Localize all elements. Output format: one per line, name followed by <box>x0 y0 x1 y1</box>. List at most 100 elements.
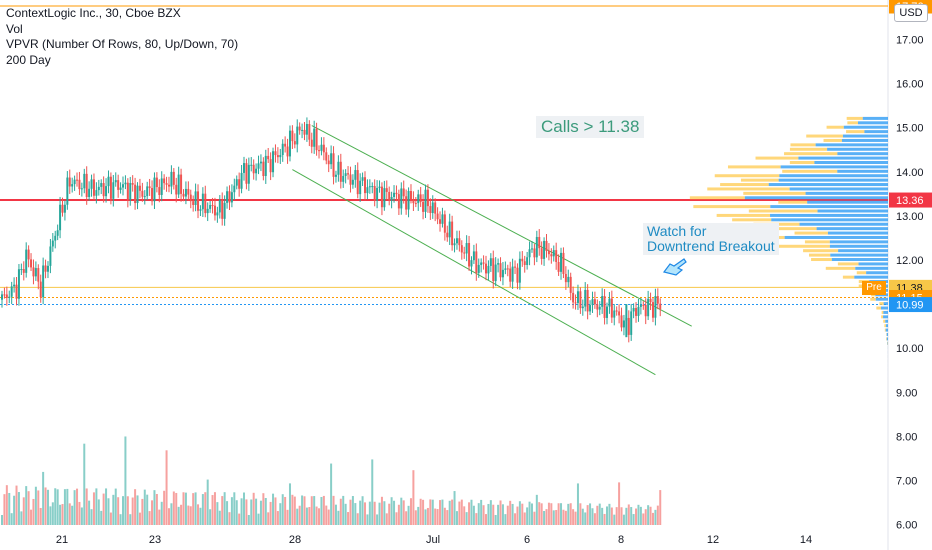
vpvr-bar-down <box>790 143 816 147</box>
candle-body <box>296 126 299 145</box>
volume-bar <box>434 508 437 525</box>
volume-bar <box>347 512 350 525</box>
candle-body <box>613 310 616 318</box>
volume-bar <box>8 492 11 525</box>
vpvr-bar-up <box>831 258 888 262</box>
volume-bar <box>182 492 185 525</box>
candle-body <box>54 235 57 241</box>
candle-body <box>66 177 69 205</box>
candle-body <box>468 243 471 267</box>
candle-body <box>318 150 321 152</box>
candle-body <box>555 250 558 263</box>
volume-bar <box>475 513 478 525</box>
volume-bar <box>298 505 301 525</box>
price-tag-label: 13.36 <box>896 195 924 207</box>
candle-body <box>458 238 461 246</box>
vpvr-bar-down <box>884 328 886 332</box>
volume-bar <box>165 450 168 525</box>
volume-bar <box>20 511 23 525</box>
candle-body <box>424 189 427 212</box>
y-tick-label: 14.00 <box>896 167 924 179</box>
candle-body <box>359 180 362 195</box>
volume-bar <box>32 498 35 525</box>
candle-body <box>501 269 504 278</box>
currency-label[interactable]: USD <box>894 4 928 22</box>
volume-bar <box>405 511 408 525</box>
candle-body <box>310 139 313 147</box>
candle-body <box>659 303 662 309</box>
candle-body <box>339 161 342 182</box>
vpvr-bar-down <box>804 240 830 244</box>
volume-bar <box>538 502 541 525</box>
vpvr-bar-down <box>806 134 843 138</box>
volume-bar <box>567 503 570 525</box>
volume-bar <box>564 510 567 525</box>
volume-bar <box>453 491 456 525</box>
candle-body <box>615 310 618 312</box>
calls-annotation[interactable]: Calls > 11.38 <box>536 116 645 138</box>
volume-bar <box>102 493 105 525</box>
candle-body <box>160 178 163 195</box>
volume-bar <box>286 509 289 525</box>
volume-indicator-label[interactable]: Vol <box>6 21 23 36</box>
candle-body <box>284 143 287 147</box>
volume-bar <box>288 483 291 525</box>
volume-bar <box>54 488 57 525</box>
candle-body <box>579 291 582 309</box>
vpvr-bar-up <box>858 262 888 266</box>
volume-bar <box>424 509 427 525</box>
symbol-title[interactable]: ContextLogic Inc., 30, Cboe BZX <box>6 6 181 20</box>
vpvr-bar-down <box>823 138 842 142</box>
candle-body <box>30 259 33 268</box>
watch-annotation[interactable]: Watch for Downtrend Breakout <box>643 223 779 255</box>
candle-body <box>250 164 253 166</box>
candle-body <box>51 240 54 247</box>
candle-body <box>298 126 301 131</box>
candle-body <box>61 204 64 213</box>
candle-body <box>477 264 480 273</box>
candle-body <box>197 191 200 211</box>
vpvr-bar-up <box>814 160 888 164</box>
volume-bar <box>78 501 81 525</box>
vpvr-bar-up <box>883 315 888 319</box>
vpvr-bar-down <box>846 116 863 120</box>
candle-body <box>209 205 212 209</box>
volume-bar <box>262 493 265 525</box>
vpvr-bar-down <box>886 337 887 341</box>
vpvr-bar-up <box>864 130 888 134</box>
vpvr-bar-up <box>779 174 888 178</box>
volume-bar <box>267 512 270 525</box>
volume-bar <box>482 505 485 525</box>
ma-indicator-label[interactable]: 200 Day <box>6 52 51 67</box>
x-tick-label: 14 <box>800 534 812 546</box>
candle-body <box>330 153 333 165</box>
candle-body <box>85 173 88 197</box>
volume-bar <box>390 497 393 525</box>
volume-bar <box>659 490 662 525</box>
vpvr-indicator-label[interactable]: VPVR (Number Of Rows, 80, Up/Down, 70) <box>6 37 239 51</box>
vpvr-bar-down <box>870 297 876 301</box>
vpvr-bar-down <box>825 266 856 270</box>
y-tick-label: 17.00 <box>896 35 924 47</box>
candle-body <box>407 190 410 210</box>
candle-body <box>572 292 575 303</box>
volume-bar <box>376 514 379 525</box>
candle-body <box>368 186 371 188</box>
volume-bar <box>213 492 216 525</box>
candle-body <box>3 294 6 296</box>
candle-body <box>567 276 570 283</box>
candle-body <box>49 246 52 266</box>
vpvr-bar-up <box>770 205 888 209</box>
vpvr-bar-down <box>789 160 815 164</box>
candle-body <box>117 180 120 190</box>
watch-annotation-line2: Downtrend Breakout <box>647 238 775 254</box>
vpvr-bar-down <box>732 218 772 222</box>
candle-body <box>431 202 434 214</box>
volume-bar <box>226 501 229 525</box>
candle-body <box>293 141 296 145</box>
volume-bar <box>122 496 124 525</box>
candle-body <box>141 190 144 197</box>
volume-bar <box>250 499 253 525</box>
candle-body <box>218 200 221 213</box>
